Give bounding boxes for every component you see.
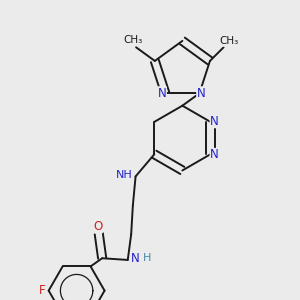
Text: CH₃: CH₃ bbox=[123, 35, 142, 46]
Text: CH₃: CH₃ bbox=[219, 36, 238, 46]
Text: NH: NH bbox=[116, 170, 133, 180]
Text: F: F bbox=[39, 284, 46, 297]
Text: N: N bbox=[131, 252, 140, 265]
Text: N: N bbox=[158, 87, 166, 100]
Text: N: N bbox=[210, 148, 219, 161]
Text: O: O bbox=[93, 220, 102, 233]
Text: N: N bbox=[210, 115, 219, 128]
Text: N: N bbox=[197, 87, 206, 100]
Text: H: H bbox=[143, 253, 152, 263]
